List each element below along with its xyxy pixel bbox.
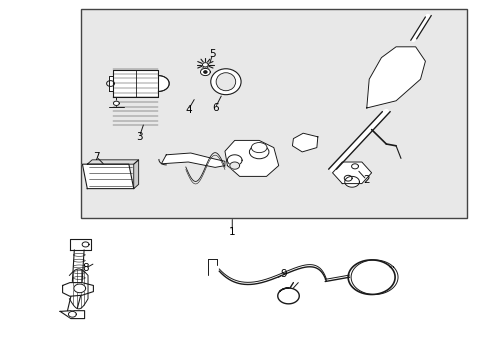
Polygon shape xyxy=(292,133,317,152)
Polygon shape xyxy=(366,47,425,108)
Ellipse shape xyxy=(216,73,235,91)
Text: 8: 8 xyxy=(82,263,89,273)
Text: 2: 2 xyxy=(363,175,369,185)
Ellipse shape xyxy=(251,143,266,153)
Polygon shape xyxy=(200,68,210,76)
Text: 4: 4 xyxy=(184,105,191,115)
Polygon shape xyxy=(113,101,119,105)
Polygon shape xyxy=(87,160,139,164)
Polygon shape xyxy=(158,76,169,91)
Text: 9: 9 xyxy=(280,269,286,279)
Polygon shape xyxy=(69,269,88,309)
Polygon shape xyxy=(202,63,208,67)
Polygon shape xyxy=(60,311,84,319)
Ellipse shape xyxy=(249,145,268,159)
Text: 5: 5 xyxy=(209,49,216,59)
Text: 1: 1 xyxy=(228,227,235,237)
Text: 7: 7 xyxy=(93,152,100,162)
Polygon shape xyxy=(113,70,158,97)
Polygon shape xyxy=(351,164,358,169)
Polygon shape xyxy=(82,164,134,189)
Polygon shape xyxy=(68,311,76,317)
Text: 6: 6 xyxy=(211,103,218,113)
Polygon shape xyxy=(62,283,93,296)
Polygon shape xyxy=(109,76,113,91)
Polygon shape xyxy=(344,176,359,187)
Polygon shape xyxy=(74,284,85,293)
Polygon shape xyxy=(134,160,139,189)
Polygon shape xyxy=(227,155,242,166)
Polygon shape xyxy=(203,71,206,73)
Bar xyxy=(81,9,466,218)
Polygon shape xyxy=(82,242,89,247)
Polygon shape xyxy=(161,153,224,167)
Polygon shape xyxy=(344,175,351,181)
Polygon shape xyxy=(229,162,239,169)
Ellipse shape xyxy=(210,69,241,95)
Text: 3: 3 xyxy=(136,132,142,142)
Polygon shape xyxy=(70,239,91,250)
Polygon shape xyxy=(224,140,278,176)
Polygon shape xyxy=(332,162,371,184)
